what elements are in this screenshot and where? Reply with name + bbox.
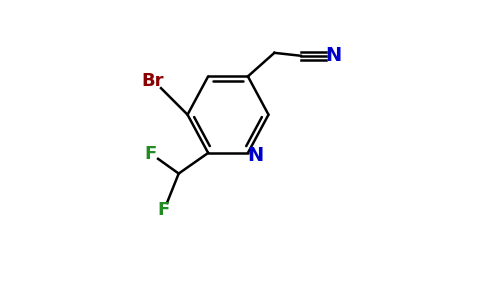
Text: Br: Br bbox=[141, 72, 164, 90]
Text: F: F bbox=[145, 146, 157, 164]
Text: N: N bbox=[247, 146, 263, 165]
Text: N: N bbox=[325, 46, 341, 65]
Text: F: F bbox=[158, 201, 170, 219]
